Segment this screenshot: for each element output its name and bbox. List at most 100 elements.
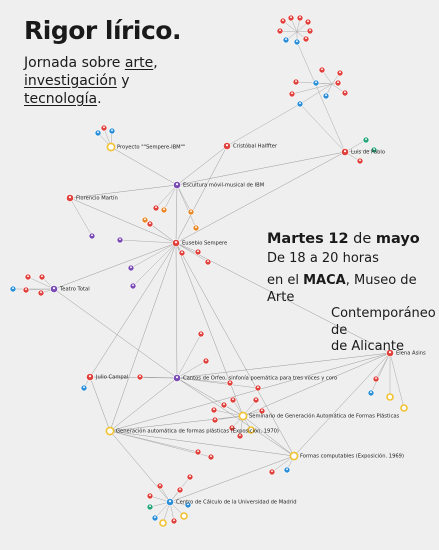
- icon: [375, 377, 377, 380]
- topic: arte: [124, 55, 154, 71]
- icon: [343, 150, 347, 153]
- icon: [290, 16, 292, 19]
- icon: [261, 409, 263, 412]
- icon: [179, 488, 181, 491]
- edge: [176, 377, 244, 417]
- edge: [176, 184, 197, 229]
- icon: [279, 29, 281, 32]
- edge: [175, 184, 178, 244]
- icon: [41, 275, 43, 278]
- icon: [370, 391, 372, 394]
- icon: [91, 234, 93, 237]
- edge: [110, 146, 178, 186]
- edge: [175, 242, 199, 253]
- edge: [109, 430, 295, 457]
- edge: [27, 276, 55, 290]
- icon: [189, 475, 191, 478]
- edge: [375, 352, 391, 380]
- icon: [295, 80, 297, 83]
- edge: [109, 377, 178, 432]
- edge: [163, 184, 178, 211]
- edge: [176, 145, 228, 186]
- icon: [149, 222, 151, 225]
- icon: [27, 275, 29, 278]
- edge: [242, 352, 391, 417]
- edge: [109, 415, 244, 432]
- node-label: Luis de Pablo: [351, 150, 385, 156]
- node: [106, 142, 116, 152]
- icon: [173, 519, 175, 522]
- icon: [307, 20, 309, 23]
- edge: [175, 151, 346, 244]
- icon: [365, 138, 367, 141]
- event-info: Martes 12 de mayo De 18 a 20 horas en el…: [267, 231, 439, 356]
- icon: [229, 381, 231, 384]
- edge: [132, 242, 177, 287]
- icon: [285, 38, 287, 41]
- node-label: Formas computables (Exposición. 1969): [300, 453, 404, 460]
- node-label: Seminario de Generación Automática de Fo…: [249, 413, 400, 420]
- edge: [175, 242, 209, 263]
- intro-line: Jornada sobre arte,: [24, 54, 158, 72]
- node: [238, 411, 248, 421]
- icon: [175, 376, 179, 379]
- edge: [89, 376, 111, 432]
- icon: [149, 494, 151, 497]
- edge: [89, 242, 177, 378]
- icon: [373, 148, 375, 151]
- icon: [88, 375, 92, 378]
- icon: [163, 208, 165, 211]
- edge: [175, 242, 178, 379]
- edge: [69, 197, 177, 244]
- event-date: Martes 12 de mayo: [267, 231, 439, 248]
- icon: [309, 29, 311, 32]
- icon: [195, 226, 197, 229]
- edge: [296, 41, 346, 153]
- edge: [226, 103, 301, 147]
- edge: [109, 352, 391, 432]
- icon: [232, 398, 234, 401]
- edge: [176, 352, 391, 379]
- icon: [225, 144, 229, 147]
- node-label: Centro de Cálculo de la Universidad de M…: [176, 499, 297, 506]
- icon: [144, 218, 146, 221]
- icon: [299, 102, 301, 105]
- icon: [255, 398, 257, 401]
- text: mayo: [375, 231, 420, 247]
- edge: [271, 455, 295, 473]
- node-label: Escultura móvil-musical de IBM: [183, 182, 264, 189]
- icon: [155, 206, 157, 209]
- node-label: Eusebio Sempere: [182, 241, 227, 247]
- edge: [109, 242, 177, 432]
- icon: [282, 19, 284, 22]
- edge: [53, 288, 178, 379]
- icon: [175, 183, 179, 186]
- icon: [321, 68, 323, 71]
- icon: [223, 403, 225, 406]
- icon: [83, 386, 85, 389]
- icon: [257, 386, 259, 389]
- node-label: Cristóbal Halffter: [233, 143, 278, 150]
- node-label: Florencio Martín: [76, 195, 118, 202]
- satellite-node: [159, 519, 167, 527]
- edge: [389, 352, 405, 409]
- edge: [299, 83, 333, 105]
- satellite-node: [386, 393, 394, 401]
- icon: [159, 484, 161, 487]
- edge: [169, 455, 295, 503]
- edge: [175, 242, 391, 354]
- satellite-node: [400, 404, 408, 412]
- icon: [149, 505, 151, 508]
- icon: [388, 351, 392, 354]
- node-label: Cantos de Orfeo, sinfonía poemática para…: [183, 375, 337, 382]
- icon: [339, 71, 341, 74]
- edge: [242, 415, 295, 457]
- event-time: De 18 a 20 horas: [267, 250, 379, 266]
- topic: investigación: [24, 73, 117, 89]
- node-label: Julio Campal: [95, 375, 128, 381]
- edge: [176, 377, 231, 384]
- edge: [176, 377, 295, 457]
- edge: [69, 197, 93, 237]
- node-label: Elena Asins: [396, 351, 426, 357]
